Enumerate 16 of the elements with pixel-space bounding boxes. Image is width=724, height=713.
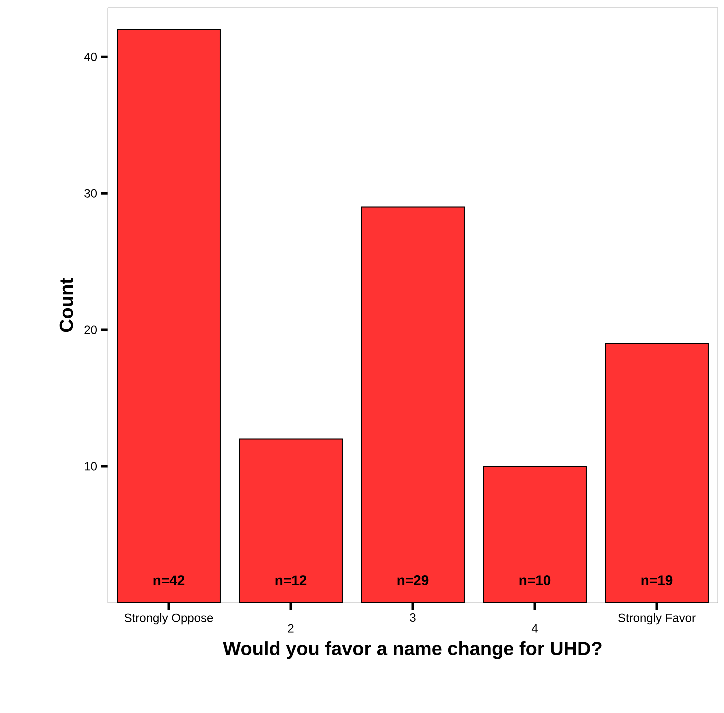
y-tick-label: 10 — [85, 462, 98, 471]
data-label: n=42 — [154, 576, 185, 586]
y-tick-label: 40 — [84, 52, 98, 62]
x-tick-label: 4 — [532, 624, 538, 633]
x-axis-title: Would you favor a name change for UHD? — [223, 642, 602, 660]
data-label: n=12 — [276, 576, 307, 586]
data-label: n=29 — [398, 576, 429, 586]
x-tick-label: 3 — [410, 614, 416, 622]
data-label: n=19 — [642, 576, 673, 586]
x-tick-label: Strongly Oppose — [124, 614, 214, 625]
y-tick-label: 20 — [84, 326, 98, 334]
y-axis-title: Count — [60, 278, 74, 332]
y-tick-label: 30 — [84, 189, 98, 198]
x-tick-label: 2 — [288, 624, 294, 633]
x-tick-label: Strongly Favor — [618, 614, 696, 625]
data-label: n=10 — [520, 576, 551, 586]
